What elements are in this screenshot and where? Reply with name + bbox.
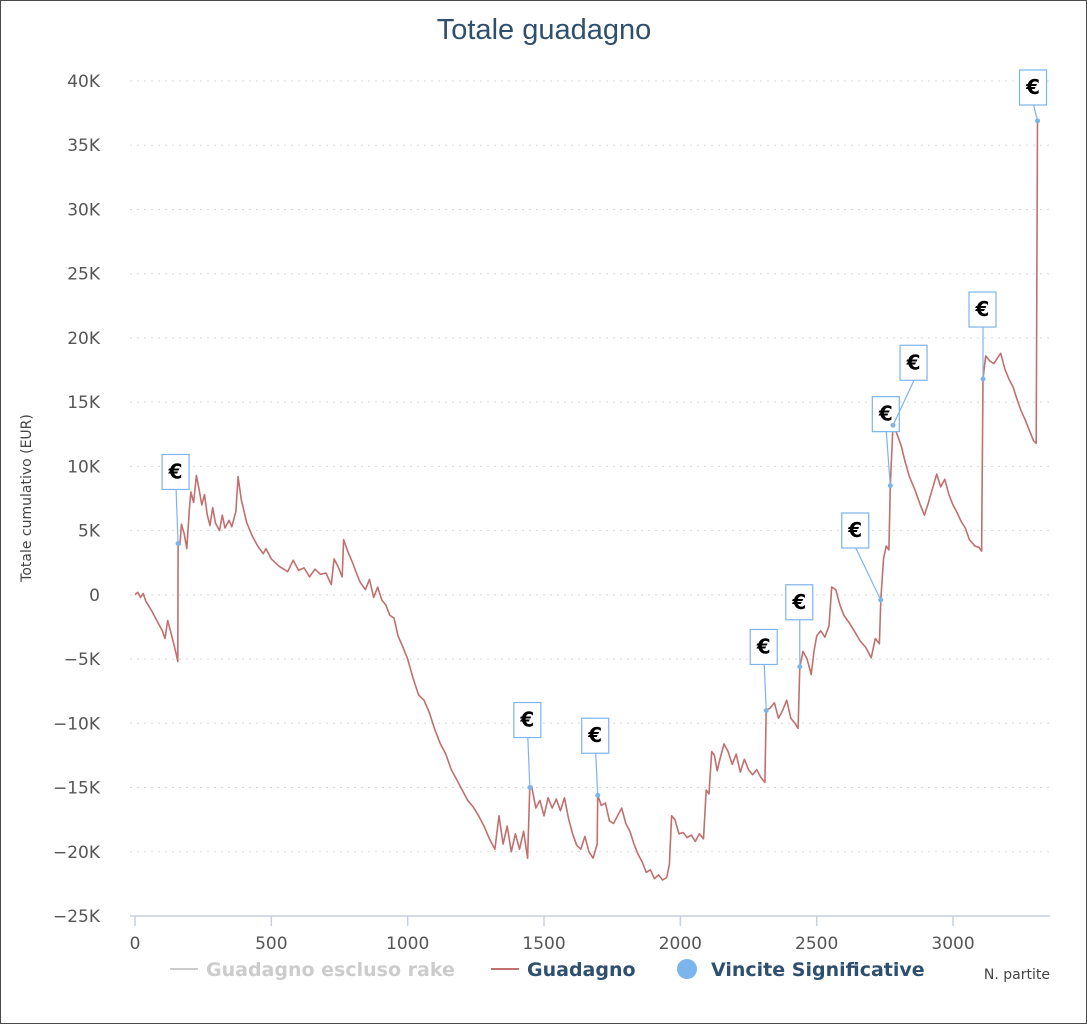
y-tick-label: 25K (67, 265, 101, 285)
flag-symbol: € (906, 350, 921, 374)
x-tick-label: 2500 (795, 934, 838, 954)
flag-symbol: € (878, 402, 893, 426)
x-tick-label: 3000 (931, 934, 974, 954)
legend-circle-icon (677, 959, 697, 979)
series-line-guadagno (134, 120, 1039, 881)
y-tick-label: −25K (53, 907, 101, 927)
x-axis-label: N. partite (984, 967, 1050, 983)
y-tick-label: 30K (67, 200, 101, 220)
y-axis-ticks: 40K 35K 30K 25K 20K 15K 10K 5K 0 −5K −10K −15K −20K −… (53, 72, 101, 927)
flag-stem (527, 737, 531, 788)
y-tick-label: 35K (67, 136, 101, 156)
legend-item[interactable]: Guadagno (491, 959, 636, 981)
flag-stem (855, 547, 882, 601)
flag-symbol: € (847, 518, 862, 542)
flag-marker[interactable]: € (1018, 69, 1048, 124)
legend-label: Guadagno (527, 959, 636, 981)
y-tick-label: −20K (53, 843, 101, 863)
flag-box (841, 512, 870, 549)
y-tick-label: 10K (67, 457, 101, 477)
flag-markers: € € € € € € € € € € (161, 69, 1048, 798)
flag-point (887, 483, 893, 489)
legend-item[interactable]: Guadagno escluso rake (170, 959, 455, 981)
flag-point (878, 597, 884, 603)
flag-stem (763, 664, 767, 711)
y-tick-label: −5K (64, 650, 101, 670)
flag-box (749, 628, 778, 666)
y-axis-label: Totale cumulativo (EUR) (19, 414, 35, 583)
flag-box (968, 291, 997, 328)
x-tick-label: 1500 (522, 934, 565, 954)
y-tick-label: −10K (53, 714, 101, 734)
flag-symbol: € (168, 459, 183, 483)
legend-item[interactable]: Vincite Significative (677, 959, 925, 981)
flag-symbol: € (791, 590, 806, 614)
y-tick-label: 5K (78, 522, 101, 542)
flag-point (763, 707, 769, 713)
flag-marker[interactable]: € (161, 453, 190, 546)
flag-marker[interactable]: € (581, 717, 610, 798)
flag-marker[interactable]: € (871, 396, 900, 489)
flag-symbol: € (587, 723, 602, 747)
flag-box (785, 584, 814, 621)
flag-point (797, 664, 803, 670)
x-tick-label: 2000 (659, 934, 702, 954)
y-tick-label: 20K (67, 329, 101, 349)
flag-point (1035, 118, 1041, 124)
x-tick-label: 0 (130, 934, 141, 954)
flag-box (513, 701, 542, 739)
x-tick-label: 1000 (386, 934, 429, 954)
plot-area (134, 120, 1039, 881)
flag-point (175, 540, 181, 546)
x-tick-label: 500 (255, 934, 287, 954)
flag-marker[interactable]: € (841, 512, 884, 603)
flag-symbol: € (756, 634, 771, 658)
flag-box (899, 344, 928, 381)
flag-symbol: € (975, 297, 990, 321)
flag-box (1018, 69, 1048, 106)
flag-stem (885, 431, 891, 486)
legend-label: Vincite Significative (711, 959, 925, 981)
flag-marker[interactable]: € (749, 628, 778, 713)
flag-stem (175, 489, 179, 544)
y-tick-label: 0 (89, 586, 100, 606)
flag-box (161, 453, 190, 491)
flag-box (581, 717, 610, 754)
legend[interactable]: Guadagno escluso rake Guadagno Vincite Sig… (170, 959, 925, 981)
flag-point (527, 785, 533, 791)
y-tick-label: −15K (53, 779, 101, 799)
flag-marker[interactable]: € (785, 584, 814, 670)
flag-point (890, 422, 896, 428)
legend-label: Guadagno escluso rake (206, 959, 455, 981)
flag-marker[interactable]: € (890, 344, 928, 428)
flag-symbol: € (1025, 75, 1040, 99)
flag-marker[interactable]: € (968, 291, 997, 382)
flag-marker[interactable]: € (513, 701, 542, 791)
flag-point (980, 376, 986, 382)
flag-stem (1032, 104, 1039, 121)
flag-point (595, 792, 601, 798)
flag-stem (595, 753, 599, 796)
flag-symbol: € (519, 708, 534, 732)
y-tick-label: 40K (67, 72, 101, 92)
x-axis: 0 500 1000 1500 2000 2500 3000 (130, 915, 1050, 954)
flag-stem (892, 380, 915, 426)
y-tick-label: 15K (67, 393, 101, 413)
chart-title: Totale guadagno (437, 14, 651, 46)
